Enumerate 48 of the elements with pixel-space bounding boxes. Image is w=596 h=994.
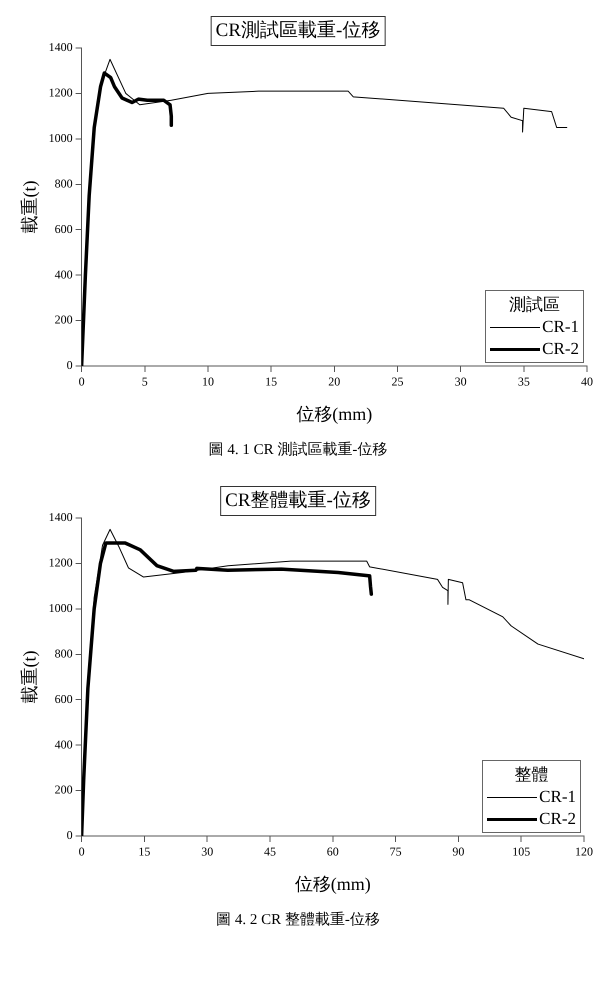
- y-tick-label: 800: [54, 176, 73, 190]
- y-axis-title: 載重(t): [20, 650, 40, 704]
- y-tick-label: 200: [54, 782, 73, 797]
- y-tick-label: 200: [54, 312, 73, 327]
- y-tick-label: 600: [54, 692, 73, 706]
- x-tick-label: 90: [452, 844, 464, 858]
- x-tick-label: 10: [202, 374, 214, 388]
- x-tick-label: 75: [390, 844, 402, 858]
- y-tick-label: 400: [54, 267, 73, 282]
- x-tick-label: 0: [78, 844, 85, 858]
- y-tick-label: 1000: [48, 131, 73, 146]
- x-tick-label: 25: [391, 374, 404, 388]
- x-axis-title: 位移(mm): [296, 404, 372, 424]
- y-tick-label: 1400: [48, 40, 73, 54]
- legend-label: CR-2: [539, 808, 576, 830]
- x-tick-label: 120: [575, 844, 593, 858]
- y-tick-label: 1200: [48, 86, 73, 100]
- x-tick-label: 40: [581, 374, 593, 388]
- y-axis-title: 載重(t): [20, 180, 40, 234]
- x-tick-label: 5: [142, 374, 148, 388]
- y-tick-label: 0: [66, 358, 73, 372]
- chart-title: CR整體載重-位移: [220, 486, 376, 516]
- x-tick-label: 30: [454, 374, 467, 388]
- x-tick-label: 15: [265, 374, 278, 388]
- legend-label: CR-2: [542, 338, 579, 360]
- x-tick-label: 45: [264, 844, 276, 858]
- x-tick-label: 15: [138, 844, 150, 858]
- chart-title: CR測試區載重-位移: [210, 16, 386, 46]
- y-tick-label: 400: [54, 737, 73, 752]
- x-tick-label: 60: [326, 844, 339, 858]
- x-tick-label: 35: [518, 374, 530, 388]
- y-tick-label: 600: [54, 222, 73, 236]
- x-tick-label: 30: [201, 844, 214, 858]
- y-tick-label: 1400: [48, 510, 73, 524]
- x-tick-label: 105: [512, 844, 530, 858]
- legend-label: CR-1: [539, 786, 576, 808]
- caption: 圖 4. 2 CR 整體載重-位移: [215, 910, 381, 929]
- caption: 圖 4. 1 CR 測試區載重-位移: [208, 440, 388, 459]
- legend-title: 測試區: [508, 294, 562, 316]
- x-tick-label: 20: [328, 374, 340, 388]
- x-tick-label: 0: [78, 374, 85, 388]
- y-tick-label: 1200: [48, 556, 73, 570]
- y-tick-label: 800: [54, 646, 73, 660]
- legend-title: 整體: [514, 764, 550, 786]
- y-tick-label: 1000: [48, 601, 73, 616]
- y-tick-label: 0: [66, 828, 73, 842]
- legend-label: CR-1: [542, 316, 579, 338]
- x-axis-title: 位移(mm): [294, 874, 371, 894]
